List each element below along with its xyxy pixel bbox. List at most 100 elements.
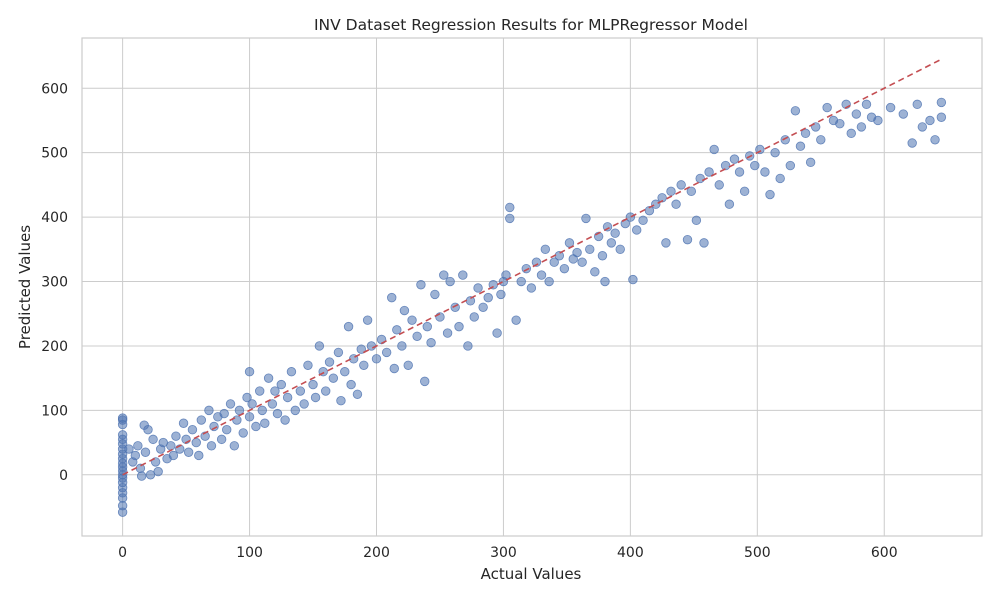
scatter-point bbox=[478, 302, 488, 312]
scatter-point bbox=[270, 386, 280, 396]
scatter-point bbox=[632, 225, 642, 235]
scatter-point bbox=[760, 167, 770, 177]
scatter-point bbox=[936, 97, 947, 108]
x-tick-label: 300 bbox=[490, 545, 517, 561]
scatter-point bbox=[454, 321, 464, 332]
scatter-point bbox=[644, 205, 655, 216]
scatter-point bbox=[615, 244, 625, 255]
scatter-point bbox=[559, 263, 570, 274]
plot-area-frame bbox=[81, 37, 983, 537]
chart-title: INV Dataset Regression Results for MLPRe… bbox=[314, 16, 748, 34]
scatter-point bbox=[153, 466, 163, 477]
scatter-point bbox=[531, 257, 542, 267]
scatter-point bbox=[651, 199, 661, 209]
scatter-point bbox=[420, 376, 430, 387]
scatter-point bbox=[835, 118, 845, 129]
scatter-point bbox=[795, 141, 806, 151]
scatter-point bbox=[238, 428, 248, 438]
scatter-point bbox=[691, 215, 702, 226]
scatter-point bbox=[750, 160, 760, 171]
scatter-point bbox=[352, 389, 363, 399]
scatter-point bbox=[117, 413, 128, 423]
scatter-point bbox=[917, 122, 928, 132]
scatter-point bbox=[430, 289, 440, 300]
scatter-point bbox=[600, 276, 610, 287]
scatter-point bbox=[765, 189, 775, 200]
scatter-point bbox=[333, 347, 344, 358]
scatter-point bbox=[822, 102, 832, 113]
scatter-point bbox=[709, 144, 719, 155]
scatter-point bbox=[282, 392, 293, 403]
x-tick-label: 400 bbox=[617, 545, 644, 561]
scatter-point bbox=[136, 471, 147, 481]
scatter-point bbox=[695, 173, 705, 184]
scatter-point bbox=[209, 421, 219, 432]
scatter-point bbox=[554, 251, 564, 261]
scatter-point bbox=[585, 244, 595, 255]
x-tick-label: 600 bbox=[871, 545, 898, 561]
scatter-point bbox=[861, 99, 872, 110]
scatter-point bbox=[124, 444, 134, 454]
scatter-point bbox=[260, 418, 270, 428]
scatter-point bbox=[343, 321, 354, 332]
scatter-point bbox=[458, 270, 468, 280]
scatter-point bbox=[885, 102, 896, 113]
scatter-point bbox=[340, 367, 350, 377]
y-axis-label: Predicted Values bbox=[16, 225, 34, 349]
scatter-point bbox=[770, 147, 780, 158]
scatter-point bbox=[303, 360, 313, 370]
scatter-point bbox=[785, 160, 796, 171]
scatter-point bbox=[267, 399, 278, 409]
scatter-point bbox=[206, 441, 217, 451]
scatter-point bbox=[204, 405, 214, 416]
scatter-point bbox=[775, 173, 785, 184]
y-tick-label: 0 bbox=[59, 468, 68, 484]
scatter-point bbox=[117, 430, 128, 440]
scatter-point bbox=[328, 373, 339, 383]
y-tick-label: 500 bbox=[41, 146, 68, 162]
y-tick-label: 300 bbox=[41, 275, 68, 291]
scatter-point bbox=[257, 405, 267, 416]
scatter-point bbox=[682, 234, 693, 245]
scatter-point bbox=[392, 325, 402, 335]
scatter-point bbox=[724, 199, 735, 209]
scatter-point bbox=[356, 344, 366, 354]
scatter-point bbox=[183, 447, 194, 457]
scatter-point bbox=[426, 338, 436, 348]
scatter-point bbox=[399, 305, 410, 316]
reference-line bbox=[122, 58, 942, 476]
scatter-point bbox=[572, 247, 582, 258]
scatter-point bbox=[686, 186, 697, 197]
scatter-point bbox=[171, 431, 181, 441]
scatter-point bbox=[790, 106, 801, 116]
scatter-point bbox=[422, 321, 432, 332]
scatter-point bbox=[469, 312, 479, 322]
scatter-point bbox=[671, 199, 681, 209]
scatter-point bbox=[263, 373, 274, 383]
x-tick-label: 500 bbox=[744, 545, 771, 561]
scatter-point bbox=[816, 135, 826, 145]
scatter-point bbox=[280, 415, 290, 425]
scatter-point bbox=[191, 437, 201, 448]
scatter-point bbox=[397, 341, 407, 351]
scatter-point bbox=[166, 441, 176, 451]
scatter-point bbox=[925, 115, 935, 126]
scatter-point bbox=[610, 228, 620, 238]
scatter-point bbox=[366, 341, 377, 351]
scatter-point bbox=[544, 276, 554, 287]
scatter-point bbox=[310, 392, 321, 403]
y-tick-label: 200 bbox=[41, 339, 68, 355]
scatter-point bbox=[439, 270, 449, 280]
scatter-point bbox=[346, 379, 356, 390]
scatter-point bbox=[805, 157, 816, 168]
scatter-point bbox=[229, 441, 240, 451]
scatter-point bbox=[496, 289, 506, 300]
scatter-point bbox=[225, 399, 236, 409]
scatter-point bbox=[148, 434, 158, 445]
scatter-point bbox=[133, 441, 143, 451]
scatter-point bbox=[714, 180, 724, 190]
scatter-point bbox=[222, 424, 232, 435]
scatter-point bbox=[516, 276, 526, 287]
